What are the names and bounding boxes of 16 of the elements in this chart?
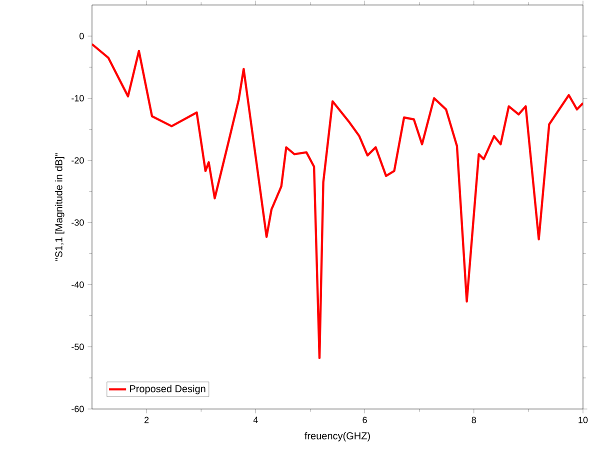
line-series (92, 43, 583, 360)
x-tick-label: 8 (472, 416, 476, 424)
y-tick-label: -60 (72, 406, 84, 412)
x-tick-label: 4 (253, 416, 258, 423)
y-tick-label: -20 (72, 157, 84, 164)
y-tick-label: -40 (72, 282, 84, 288)
legend-label: Proposed Design (130, 384, 206, 394)
x-tick-label: 2 (144, 416, 149, 424)
x-tick-label: 6 (362, 416, 367, 424)
y-tick-label: -50 (72, 344, 84, 350)
y-tick-label: -10 (72, 95, 84, 102)
y-tick-label: 0 (80, 32, 84, 40)
y-tick-label: -30 (72, 219, 84, 226)
y-axis-title: "S1,1 [Magnitude in dB]" (55, 153, 64, 261)
x-tick-label: 10 (578, 416, 588, 424)
x-axis-title: freuency(GHZ) (304, 432, 370, 442)
